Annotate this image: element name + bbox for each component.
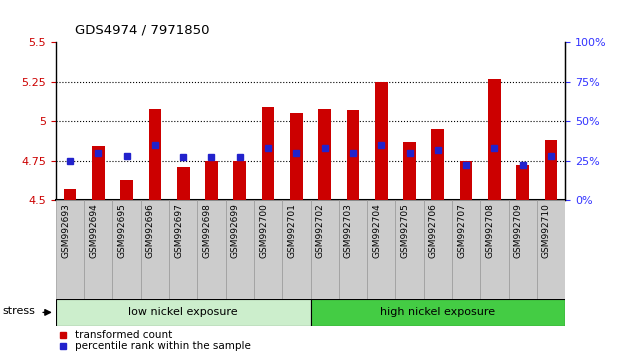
Text: GSM992705: GSM992705 [401,203,409,258]
Bar [261,107,274,200]
Bar [56,200,84,299]
Text: high nickel exposure: high nickel exposure [380,307,496,318]
Bar [432,129,444,200]
Bar [367,200,396,299]
Bar [545,140,557,200]
Bar [64,189,76,200]
Bar [141,200,169,299]
Text: GSM992693: GSM992693 [61,203,70,258]
Text: GSM992699: GSM992699 [231,203,240,258]
Bar [310,200,339,299]
Bar [537,200,565,299]
Text: GSM992696: GSM992696 [146,203,155,258]
Bar [403,142,416,200]
Bar [488,79,501,200]
Text: GSM992700: GSM992700 [259,203,268,258]
Bar [347,110,360,200]
Bar [254,200,282,299]
Bar [92,147,105,200]
Text: GSM992706: GSM992706 [429,203,438,258]
Bar [120,179,133,200]
Bar [396,200,424,299]
Bar [310,299,565,326]
Bar [225,200,254,299]
Text: stress: stress [3,306,35,316]
Bar [516,165,529,200]
Text: low nickel exposure: low nickel exposure [129,307,238,318]
Text: GSM992704: GSM992704 [372,203,381,258]
Bar [112,200,141,299]
Text: GSM992708: GSM992708 [486,203,494,258]
Bar [282,200,310,299]
Text: GSM992697: GSM992697 [175,203,183,258]
Bar [205,161,218,200]
Bar [233,161,246,200]
Text: GSM992695: GSM992695 [117,203,127,258]
Text: GSM992701: GSM992701 [288,203,296,258]
Bar [56,299,310,326]
Bar [84,200,112,299]
Text: GSM992710: GSM992710 [542,203,551,258]
Text: GSM992694: GSM992694 [89,203,98,258]
Bar [148,109,161,200]
Bar [169,200,197,299]
Text: GSM992702: GSM992702 [315,203,325,258]
Bar [197,200,225,299]
Bar [177,167,189,200]
Bar [424,200,452,299]
Bar [509,200,537,299]
Text: transformed count: transformed count [76,330,173,340]
Bar [452,200,480,299]
Bar [339,200,367,299]
Bar [375,82,388,200]
Bar [290,113,302,200]
Text: percentile rank within the sample: percentile rank within the sample [76,341,252,351]
Text: GSM992709: GSM992709 [514,203,523,258]
Text: GDS4974 / 7971850: GDS4974 / 7971850 [75,23,209,36]
Text: GSM992707: GSM992707 [457,203,466,258]
Text: GSM992703: GSM992703 [344,203,353,258]
Bar [480,200,509,299]
Bar [460,161,473,200]
Text: GSM992698: GSM992698 [202,203,212,258]
Bar [319,109,331,200]
